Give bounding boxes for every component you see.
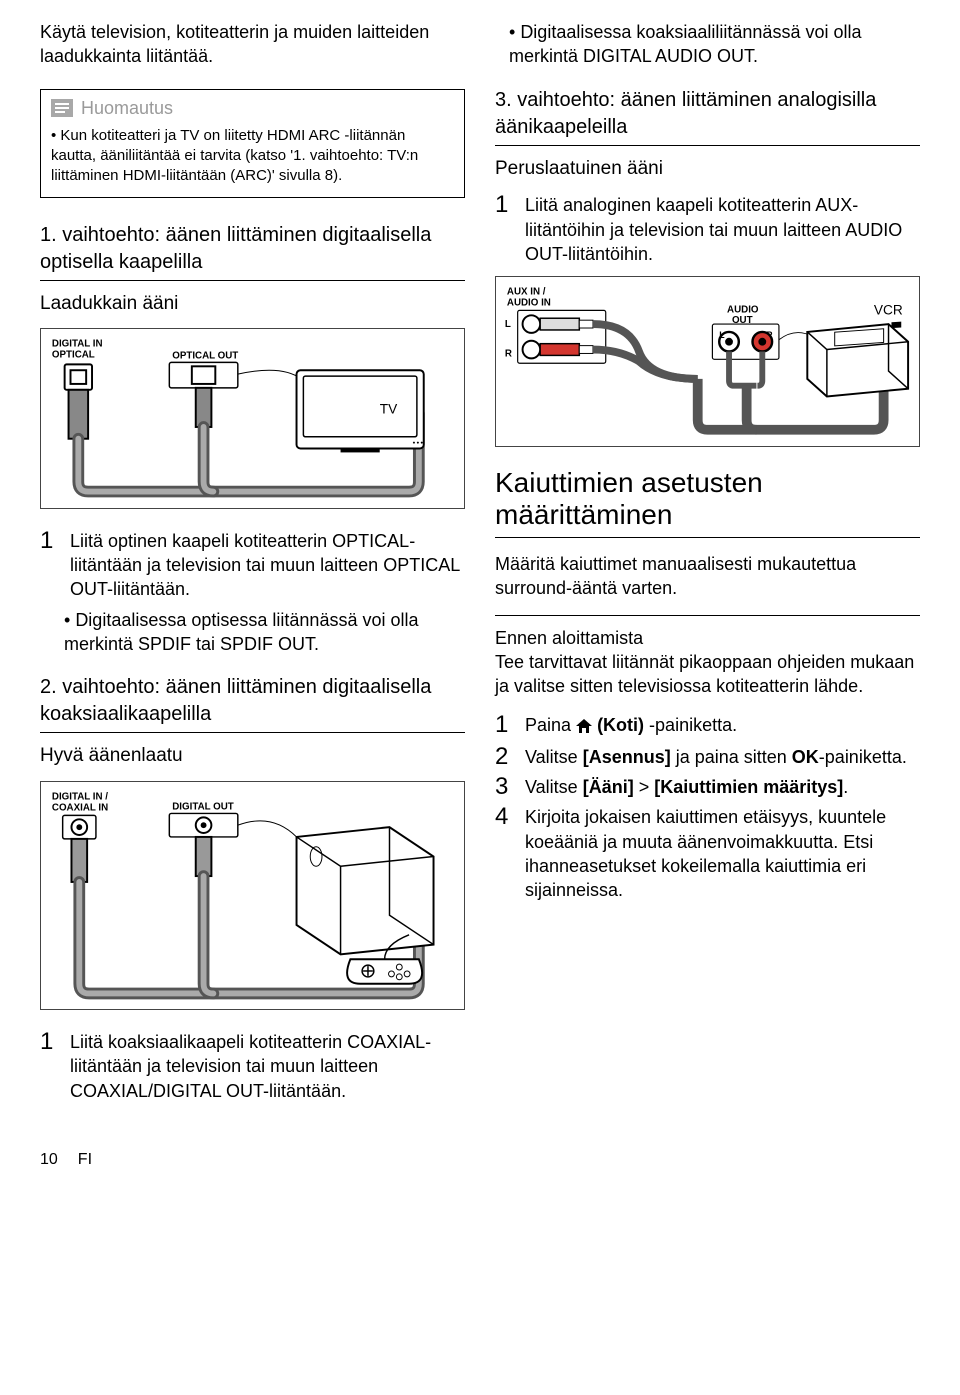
note-body: Kun kotiteatteri ja TV on liitetty HDMI …: [51, 126, 454, 187]
opt3-sub: Peruslaatuinen ääni: [495, 156, 920, 182]
note-box: Huomautus Kun kotiteatteri ja TV on liit…: [40, 89, 465, 198]
page-footer: 10FI: [40, 1149, 920, 1171]
svg-text:DIGITAL IN /: DIGITAL IN /: [52, 791, 108, 802]
opt1-step: 1Liitä optinen kaapeli kotiteatterin OPT…: [40, 529, 465, 602]
svg-text:COAXIAL IN: COAXIAL IN: [52, 802, 108, 813]
svg-text:DIGITAL IN: DIGITAL IN: [52, 339, 103, 350]
svg-text:TV: TV: [380, 402, 398, 417]
opt2-title: 2. vaihtoehto: äänen liittäminen digitaa…: [40, 674, 465, 733]
opt3-title: 3. vaihtoehto: äänen liittäminen analogi…: [495, 87, 920, 146]
svg-text:AUDIO: AUDIO: [727, 304, 759, 315]
note-icon: [51, 99, 73, 117]
opt2-step: 1Liitä koaksiaalikaapeli kotiteatterin C…: [40, 1030, 465, 1103]
coax-note: Digitaalisessa koaksiaaliliitännässä voi…: [509, 20, 920, 69]
speakers-intro: Määritä kaiuttimet manuaalisesti mukaute…: [495, 552, 920, 601]
opt2-sub: Hyvä äänenlaatu: [40, 743, 465, 769]
svg-text:DIGITAL OUT: DIGITAL OUT: [172, 801, 234, 812]
figure-optical: DIGITAL IN OPTICAL OPTICAL OUT: [40, 328, 465, 508]
speaker-steps: 1Paina (Koti) -painiketta. 2Valitse [Ase…: [495, 713, 920, 903]
opt1-bullet: Digitaalisessa optisessa liitännässä voi…: [64, 608, 465, 657]
svg-text:OPTICAL: OPTICAL: [52, 350, 95, 361]
opt1-title: 1. vaihtoehto: äänen liittäminen digitaa…: [40, 222, 465, 281]
note-title: Huomautus: [81, 96, 173, 120]
svg-text:AUX IN /: AUX IN /: [507, 287, 546, 298]
svg-text:OPTICAL OUT: OPTICAL OUT: [172, 351, 238, 362]
intro-text: Käytä television, kotiteatterin ja muide…: [40, 20, 465, 69]
speakers-title: Kaiuttimien asetusten määrittäminen: [495, 467, 920, 538]
opt1-sub: Laadukkain ääni: [40, 291, 465, 317]
svg-text:VCR: VCR: [874, 302, 903, 317]
svg-text:R: R: [505, 349, 512, 360]
svg-text:AUDIO IN: AUDIO IN: [507, 298, 551, 309]
before-title: Ennen aloittamista: [495, 626, 920, 650]
opt3-step: 1Liitä analoginen kaapeli kotiteatterin …: [495, 193, 920, 266]
svg-text:L: L: [505, 319, 511, 330]
figure-coaxial: DIGITAL IN / COAXIAL IN DIGITAL OUT: [40, 781, 465, 1010]
before-text: Tee tarvittavat liitännät pikaoppaan ohj…: [495, 650, 920, 699]
figure-aux: AUX IN / AUDIO IN L R AUDIO: [495, 276, 920, 447]
home-icon: [576, 715, 592, 739]
